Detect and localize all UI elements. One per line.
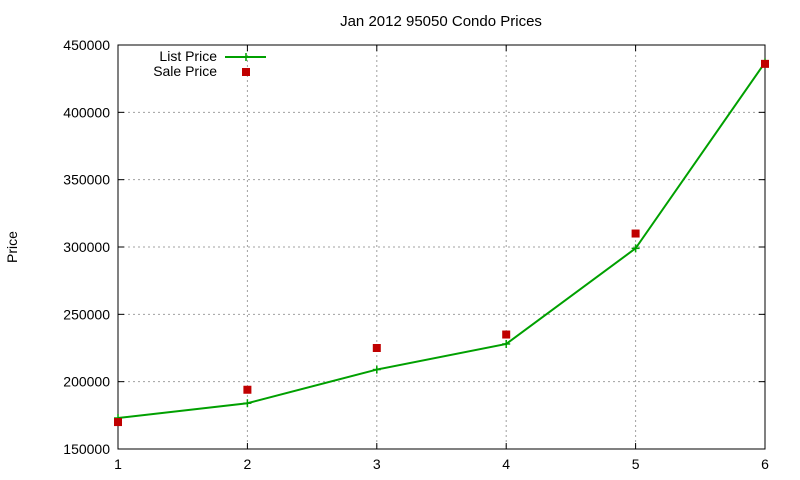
x-tick-label: 1 <box>114 456 122 472</box>
y-tick-label: 400000 <box>63 104 110 120</box>
series-line-list-price <box>117 61 766 420</box>
data-point-list-price <box>243 399 252 408</box>
legend-label-list-price: List Price <box>159 48 217 64</box>
x-tick-label: 2 <box>244 456 252 472</box>
x-tick-label: 3 <box>373 456 381 472</box>
data-point-list-price <box>631 244 640 253</box>
grid-lines <box>118 45 765 449</box>
chart-title: Jan 2012 95050 Condo Prices <box>340 13 542 30</box>
series-layer <box>114 58 769 427</box>
x-tick-label: 4 <box>502 456 510 472</box>
data-point-list-price <box>502 339 511 348</box>
x-tick-label: 5 <box>632 456 640 472</box>
plot-frame <box>117 44 766 450</box>
y-axis-title: Price <box>4 231 20 263</box>
data-point-sale-price <box>114 418 122 427</box>
legend-marker-list-price <box>242 53 250 61</box>
data-point-sale-price <box>372 344 381 352</box>
x-tick-label: 6 <box>761 456 769 472</box>
data-point-sale-price <box>243 385 252 394</box>
y-tick-label: 350000 <box>63 172 110 188</box>
y-tick-label: 200000 <box>63 374 110 390</box>
axis-ticks: 1 2 3 4 5 6 150000 200000 250000 300000 350000 4000… <box>63 37 769 472</box>
legend: List Price Sale Price <box>153 48 266 79</box>
data-point-sale-price <box>761 59 769 68</box>
y-tick-label: 450000 <box>63 37 110 53</box>
data-point-sale-price <box>631 229 640 238</box>
y-tick-label: 250000 <box>63 306 110 322</box>
data-point-sale-price <box>502 330 511 339</box>
y-tick-label: 150000 <box>63 441 110 457</box>
data-point-list-price <box>372 365 381 374</box>
legend-marker-sale-price <box>242 68 250 76</box>
legend-label-sale-price: Sale Price <box>153 63 217 79</box>
y-tick-label: 300000 <box>63 239 110 255</box>
